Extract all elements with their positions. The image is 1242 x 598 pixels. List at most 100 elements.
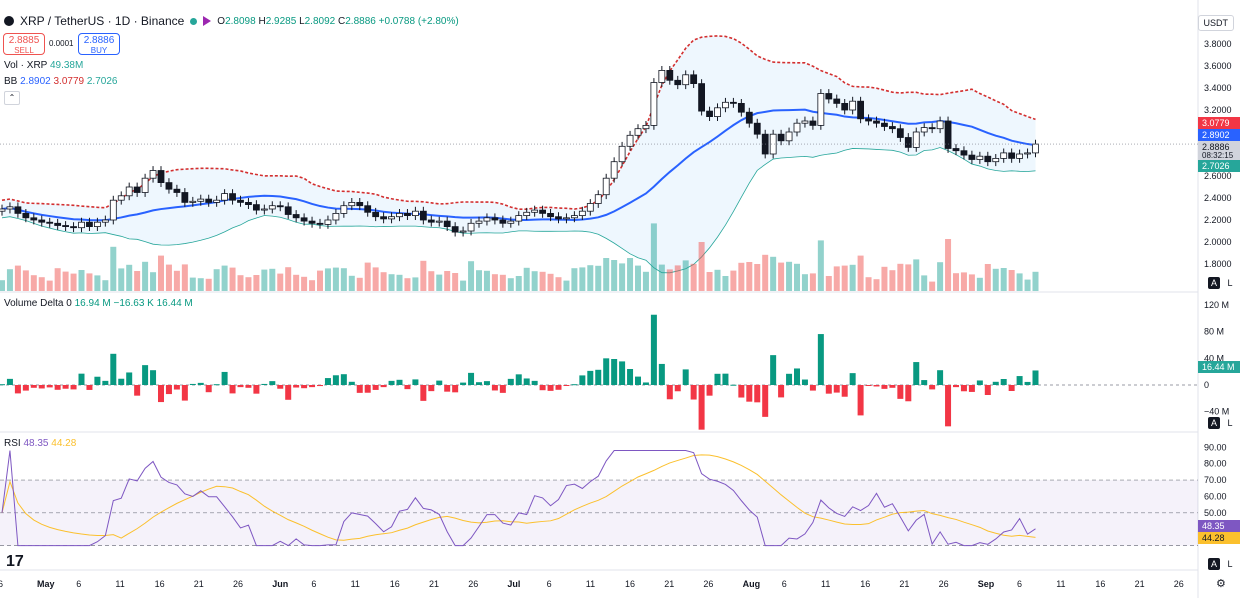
auto-scale-button[interactable]: A xyxy=(1208,417,1220,429)
rsi-line xyxy=(1,450,1036,547)
volume-delta-bar xyxy=(722,373,729,385)
candle xyxy=(706,110,713,117)
volume-bar xyxy=(642,271,649,291)
rsi-legend[interactable]: RSI 48.35 44.28 xyxy=(4,438,77,449)
volume-delta-bar xyxy=(253,385,260,394)
volume-delta-bar xyxy=(976,380,983,385)
volume-bar xyxy=(960,272,967,291)
volume-delta-bar xyxy=(897,385,904,399)
volume-legend[interactable]: Vol · XRP 49.38M xyxy=(4,60,84,71)
log-scale-button[interactable]: L xyxy=(1227,278,1233,288)
candle xyxy=(618,145,626,163)
date-tick-label: 6 xyxy=(1017,579,1022,589)
date-tick-label: 21 xyxy=(194,579,204,589)
candle xyxy=(197,198,205,202)
volume-bar xyxy=(809,273,816,291)
volume-delta-bar xyxy=(317,385,323,387)
volume-bar xyxy=(499,274,506,291)
date-tick-label: Sep xyxy=(978,579,995,589)
sell-button[interactable]: 2.8885 SELL xyxy=(3,33,45,55)
log-scale-button[interactable]: L xyxy=(1227,418,1233,428)
volume-bar xyxy=(340,268,347,291)
volume-delta-bar xyxy=(277,385,284,389)
candle xyxy=(833,98,841,104)
volume-delta-bar xyxy=(1000,379,1007,385)
candle xyxy=(849,100,857,111)
volume-delta-bar xyxy=(801,379,808,385)
flag-icon[interactable] xyxy=(203,16,212,26)
candle xyxy=(364,205,372,213)
volume-delta-bar xyxy=(984,385,991,395)
date-tick-label: 6 xyxy=(547,579,552,589)
volume-bar xyxy=(889,270,896,291)
candle xyxy=(928,127,936,130)
candle xyxy=(189,200,197,203)
candle xyxy=(237,199,244,203)
volume-delta-bar xyxy=(555,385,562,390)
price-tick-label: 2.0000 xyxy=(1204,237,1232,247)
volume-bar xyxy=(30,275,37,291)
volume-delta-bar xyxy=(22,385,29,391)
volume-delta-bar xyxy=(873,385,880,387)
volume-bar xyxy=(976,277,983,291)
settings-gear-icon[interactable]: ⚙ xyxy=(1216,578,1226,590)
candle xyxy=(936,120,944,130)
volume-bar xyxy=(285,267,292,291)
currency-selector[interactable]: USDT xyxy=(1197,15,1234,31)
candle xyxy=(181,192,189,203)
candle xyxy=(125,186,133,197)
auto-scale-button[interactable]: A xyxy=(1208,277,1220,289)
volume-bar xyxy=(134,271,141,291)
volume-bar xyxy=(197,278,204,291)
volume-bar xyxy=(356,277,363,291)
candle xyxy=(380,216,388,220)
volume-bar xyxy=(491,274,498,291)
volume-delta-bar xyxy=(666,385,673,400)
auto-scale-button[interactable]: A xyxy=(1208,558,1220,570)
volume-bar xyxy=(849,264,856,291)
volume-bar xyxy=(666,269,673,291)
candle xyxy=(737,103,745,113)
volume-delta-bar xyxy=(491,385,498,391)
volume-delta-bar xyxy=(849,373,856,385)
bb-upper-line xyxy=(1,35,1036,210)
date-tick-label: 16 xyxy=(625,579,635,589)
candle xyxy=(523,211,531,217)
volume-delta-bar xyxy=(46,385,53,388)
symbol-title[interactable]: XRP / TetherUS · 1D · Binance xyxy=(20,14,185,28)
candle xyxy=(658,70,666,83)
volume-delta-bar xyxy=(181,385,188,401)
price-tick-label: 3.6000 xyxy=(1204,61,1232,71)
buy-button[interactable]: 2.8886 BUY xyxy=(78,33,120,55)
volume-delta-bar xyxy=(865,385,872,386)
candle xyxy=(173,188,181,193)
volume-bar xyxy=(857,255,864,291)
candle xyxy=(86,221,93,227)
volume-bar xyxy=(142,261,149,291)
volume-delta-bar xyxy=(547,385,554,391)
bb-legend[interactable]: BB 2.8902 3.0779 2.7026 xyxy=(4,76,118,87)
volume-bar xyxy=(825,276,832,291)
candle xyxy=(745,111,753,124)
candle xyxy=(6,206,14,210)
ohlc-readout: O2.8098 H2.9285 L2.8092 C2.8886 +0.0788 … xyxy=(217,15,459,27)
volume-delta-tick-label: 40 M xyxy=(1204,353,1224,363)
candle xyxy=(1024,152,1031,155)
candle xyxy=(594,194,602,204)
volume-bar xyxy=(921,275,928,291)
volume-delta-legend[interactable]: Volume Delta 0 16.94 M −16.63 K 16.44 M xyxy=(4,298,193,309)
volume-bar xyxy=(428,271,435,291)
collapse-indicators-button[interactable]: ⌃ xyxy=(4,91,20,105)
volume-delta-bar xyxy=(833,385,840,393)
log-scale-button[interactable]: L xyxy=(1227,559,1233,569)
volume-bar xyxy=(301,276,308,291)
volume-bar xyxy=(277,273,284,291)
volume-bar xyxy=(1008,270,1015,291)
candle xyxy=(30,217,38,221)
volume-bar xyxy=(22,270,29,291)
volume-delta-bar xyxy=(929,385,936,390)
volume-delta-bar xyxy=(142,365,149,385)
bb-mid-tag: 2.8902 xyxy=(1198,129,1240,141)
candle xyxy=(411,210,419,216)
